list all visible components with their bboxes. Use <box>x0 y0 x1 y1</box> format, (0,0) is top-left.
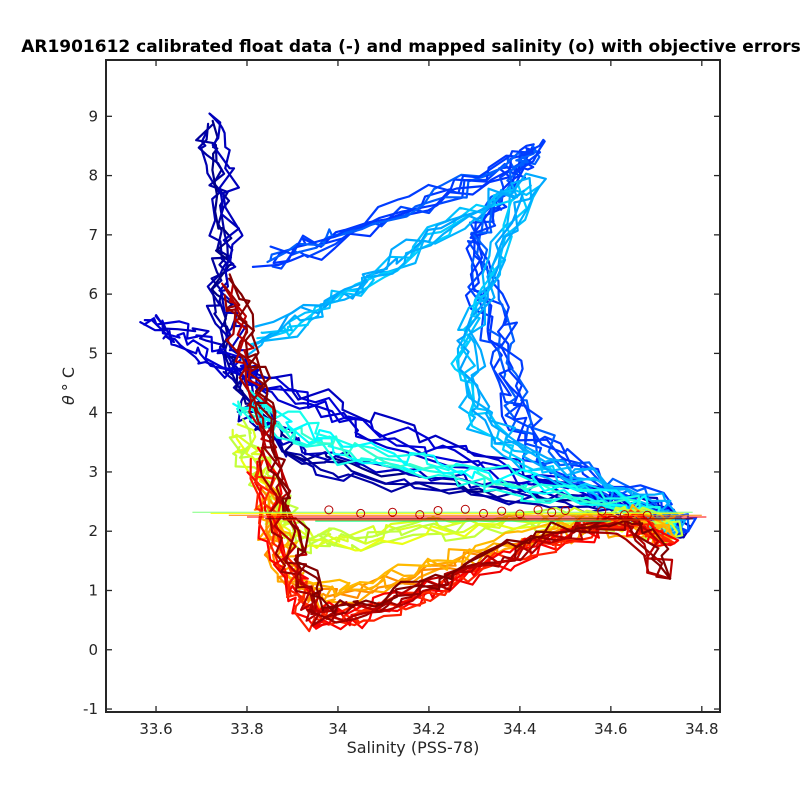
y-tick-label: 1 <box>88 581 98 599</box>
profile-line <box>223 284 672 621</box>
chart-title: AR1901612 calibrated float data (-) and … <box>21 37 800 57</box>
mapped-salinity-marker <box>433 505 443 515</box>
x-tick-label: 34.4 <box>503 720 536 738</box>
x-tick-label: 34.8 <box>685 720 718 738</box>
y-tick-label: 4 <box>88 404 98 422</box>
mapped-salinity-marker <box>324 505 334 515</box>
profile-line <box>229 283 674 613</box>
plot-area <box>139 112 707 633</box>
mapped-salinity-marker <box>547 507 557 517</box>
objective-error-layer <box>192 511 707 522</box>
x-tick-label: 33.6 <box>139 720 172 738</box>
axes-box <box>105 59 721 713</box>
y-tick-label: -1 <box>83 700 98 718</box>
x-axis-ticks: 33.6 33.8 34 34.2 34.4 34.6 34.8 <box>139 60 719 738</box>
profile-line <box>238 402 676 527</box>
y-axis-ticks: -1 0 1 2 3 4 5 6 7 8 9 <box>83 107 720 718</box>
mapped-salinity-marker <box>388 507 398 517</box>
x-tick-label: 33.8 <box>230 720 263 738</box>
profile-line <box>269 138 698 533</box>
profile-line <box>228 277 672 615</box>
y-tick-label: 7 <box>88 226 98 244</box>
mapped-salinity-layer <box>324 504 652 520</box>
profile-series-layer <box>139 112 698 633</box>
profile-line <box>254 172 683 533</box>
mapped-salinity-marker <box>619 510 629 520</box>
profile-line <box>271 148 690 535</box>
mapped-salinity-marker <box>533 505 543 515</box>
x-tick-label: 34.2 <box>412 720 445 738</box>
profile-line <box>256 176 687 533</box>
x-tick-label: 34 <box>328 720 347 738</box>
mapped-salinity-marker <box>478 508 488 518</box>
y-tick-label: 5 <box>88 344 98 362</box>
mapped-salinity-marker <box>515 509 525 519</box>
y-tick-label: 0 <box>88 641 98 659</box>
y-axis-label: θ ° C <box>59 367 78 405</box>
x-axis-label: Salinity (PSS-78) <box>347 738 480 757</box>
y-tick-label: 9 <box>88 107 98 125</box>
y-axis-label-symbol: θ <box>59 395 78 405</box>
y-tick-label: 2 <box>88 522 98 540</box>
mapped-salinity-marker <box>597 506 607 516</box>
profile-line <box>246 389 676 527</box>
profile-line <box>249 393 676 527</box>
mapped-salinity-marker <box>460 504 470 514</box>
x-tick-label: 34.6 <box>594 720 627 738</box>
mapped-salinity-marker <box>415 510 425 520</box>
mapped-salinity-marker <box>642 510 652 520</box>
y-axis-label-unit: ° C <box>59 367 78 391</box>
mapped-salinity-marker <box>560 505 570 515</box>
y-tick-label: 3 <box>88 463 98 481</box>
mapped-salinity-marker <box>497 506 507 516</box>
y-tick-label: 8 <box>88 167 98 185</box>
mapped-salinity-marker <box>356 508 366 518</box>
profile-line <box>272 147 690 536</box>
y-tick-label: 6 <box>88 285 98 303</box>
profile-line <box>242 418 684 541</box>
